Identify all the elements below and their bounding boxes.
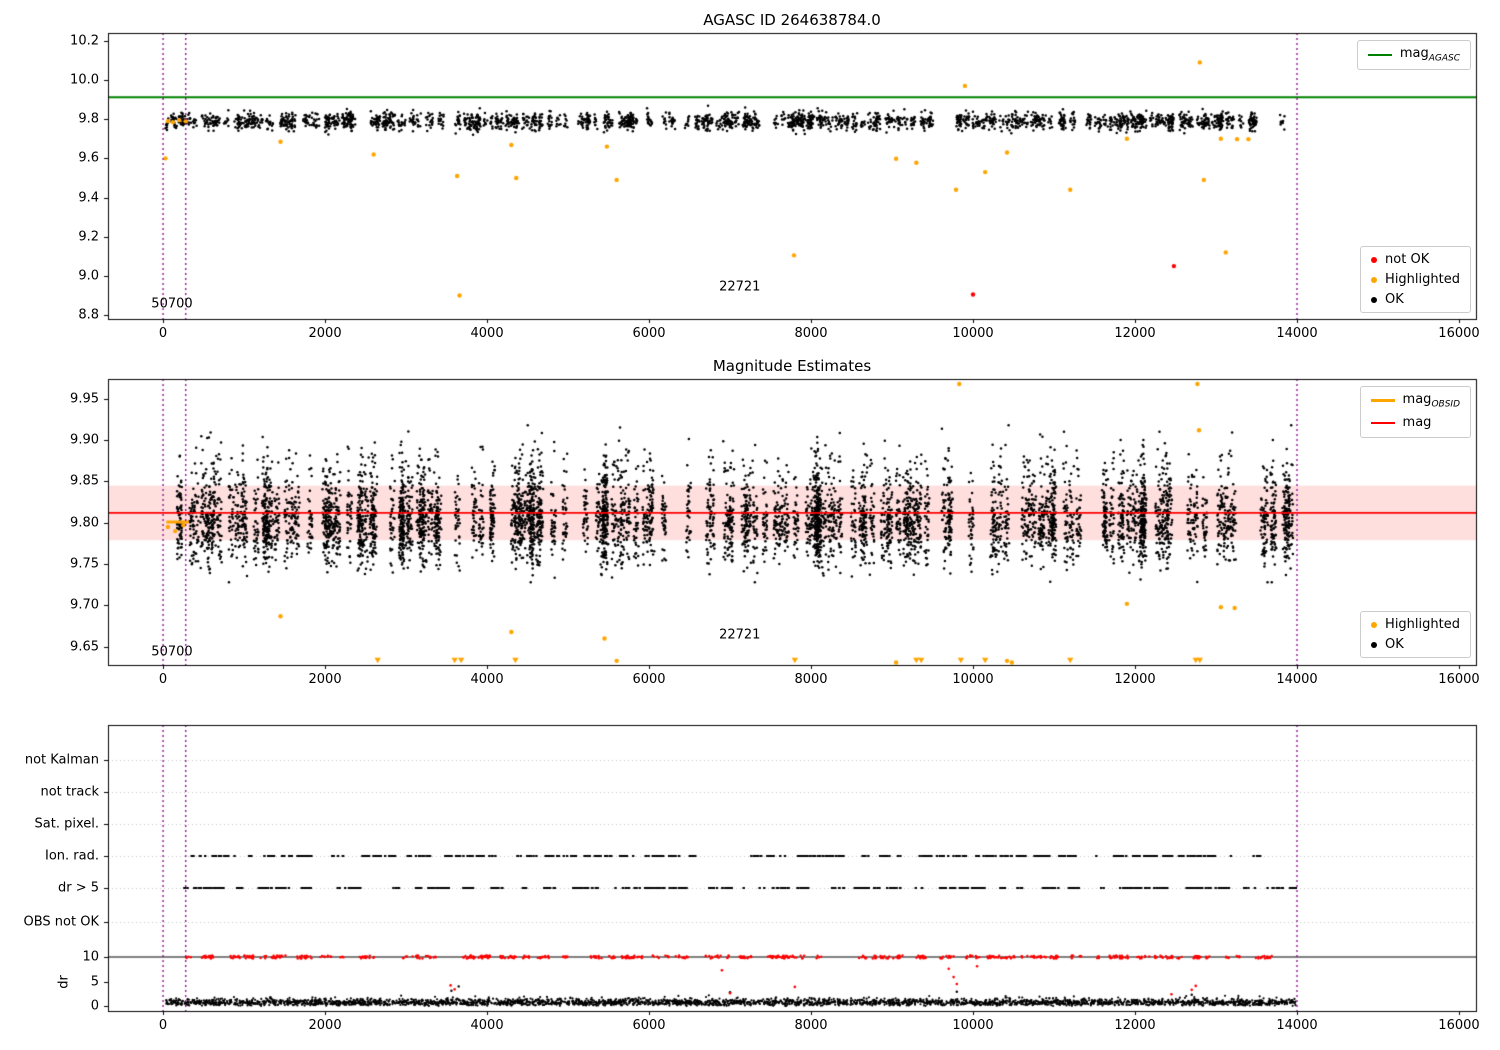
panel2-legend-points: Highlighted OK bbox=[1360, 611, 1471, 658]
legend-entry-ok: OK bbox=[1371, 637, 1460, 652]
mag-obsid-line-swatch bbox=[1370, 399, 1395, 403]
legend-entry-not-ok: not OK bbox=[1371, 252, 1460, 267]
legend-entry-highlighted: Highlighted bbox=[1371, 617, 1460, 632]
ok-dot-swatch bbox=[1371, 296, 1378, 303]
panel1-title: AGASC ID 264638784.0 bbox=[703, 11, 881, 29]
legend-label: mag bbox=[1402, 414, 1432, 430]
legend-entry-highlighted: Highlighted bbox=[1371, 272, 1460, 287]
highlighted-dot-swatch bbox=[1371, 276, 1378, 283]
not-ok-dot-swatch bbox=[1371, 256, 1378, 263]
legend-entry-mag-obsid: magOBSID bbox=[1370, 392, 1460, 410]
legend-label: not OK bbox=[1385, 252, 1430, 267]
highlighted-dot-swatch bbox=[1371, 621, 1378, 628]
panel1-legend-points: not OK Highlighted OK bbox=[1360, 246, 1471, 313]
panel1-legend-line: magAGASC bbox=[1356, 40, 1471, 70]
legend-label: magOBSID bbox=[1402, 392, 1460, 410]
panel2-title: Magnitude Estimates bbox=[712, 357, 872, 375]
legend-label: OK bbox=[1385, 637, 1404, 652]
legend-entry-mag: mag bbox=[1370, 414, 1460, 433]
legend-label: Highlighted bbox=[1385, 617, 1460, 632]
panel2-legend-lines: magOBSID mag bbox=[1359, 386, 1471, 439]
mag-line-swatch bbox=[1370, 422, 1395, 425]
legend-label: magAGASC bbox=[1399, 46, 1460, 64]
legend-label: Highlighted bbox=[1385, 272, 1460, 287]
legend-entry-mag-agasc: magAGASC bbox=[1367, 46, 1460, 64]
legend-entry-ok: OK bbox=[1371, 292, 1460, 307]
ok-dot-swatch bbox=[1371, 641, 1378, 648]
mag-agasc-line-swatch bbox=[1367, 53, 1392, 56]
legend-label: OK bbox=[1385, 292, 1404, 307]
